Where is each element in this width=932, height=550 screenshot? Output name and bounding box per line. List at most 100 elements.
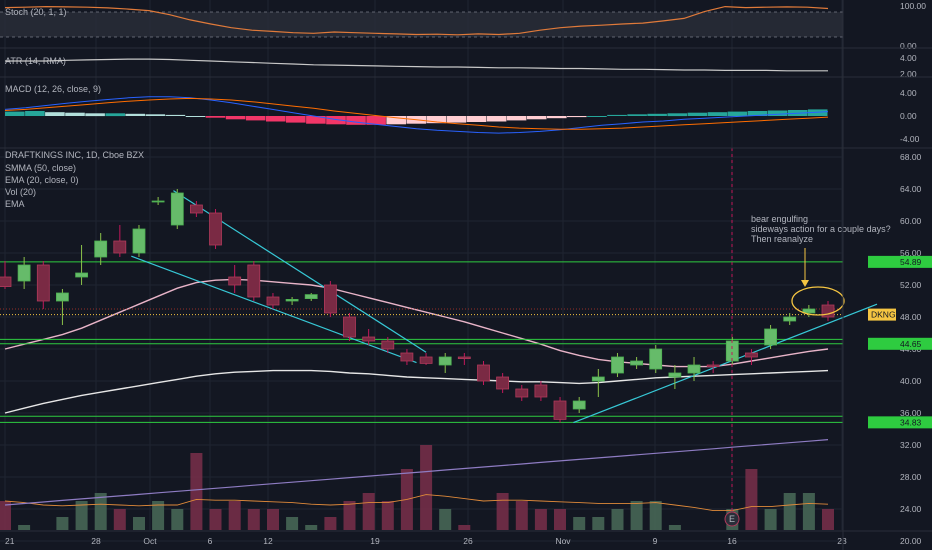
macd-signal-line [4,97,829,130]
volume-bar [286,517,299,530]
time-tick: 6 [208,536,213,546]
volume-bar [783,493,796,530]
stoch-band [0,12,843,37]
volume-bar [802,493,815,530]
price-tick: 32.00 [900,440,922,450]
candle-body [56,292,69,302]
macd-histogram-bar [466,116,487,122]
stoch-line [4,5,829,36]
candle-body [706,364,720,368]
time-tick: 9 [653,536,658,546]
chart-title: DRAFTKINGS INC, 1D, Cboe BZX [5,150,144,160]
candle-body [400,352,414,362]
volume-bar [764,509,777,530]
volume-bar [534,509,547,530]
macd-histogram-bar [587,116,607,117]
annotation-line-2: sideways action for a couple days? [751,224,891,234]
volume-bar [94,493,107,530]
volume-bar [745,469,758,530]
candle-body [362,336,376,342]
candle-body [132,228,146,254]
price-label-upper-bg [868,255,932,268]
macd-histogram-bar [45,112,65,116]
volume-bar [305,525,318,530]
time-tick: Oct [143,536,157,546]
candle-body [228,276,242,286]
time-tick: 19 [370,536,380,546]
macd-histogram-bar [85,113,105,117]
candle-body [687,364,701,374]
candle-body [477,364,490,382]
price-label-low: 34.83 [900,417,922,427]
macd-histogram-bar [667,113,687,117]
macd-histogram-bar [245,116,266,121]
stoch-label: Stoch (20, 1, 1) [5,7,67,17]
time-tick: 23 [837,536,847,546]
candle-body [285,298,299,302]
volume-bar [343,501,356,530]
price-label-upper: 54.89 [900,257,922,267]
macd-histogram-bar [506,116,527,121]
stoch-tick-100: 100.00 [900,1,926,11]
macd-histogram-bar [326,116,346,125]
candle-body [630,360,643,366]
price-tick: 36.00 [900,408,922,418]
price-tick: 60.00 [900,216,922,226]
volume-bar [133,517,145,530]
candle-body [591,376,605,382]
legend-vol: Vol (20) [5,187,36,197]
volume-bar [515,501,528,530]
highlight-ellipse [791,286,845,316]
candle-body [611,356,624,374]
macd-histogram-bar [25,111,45,116]
volume-bar [18,525,31,530]
candle-body [209,212,222,246]
time-tick: 28 [91,536,101,546]
candle-body [496,376,510,390]
volume-bar [611,509,624,530]
volume-bar [190,453,203,530]
volume-bar [649,501,662,530]
candle-body [36,264,50,302]
candle-body [247,264,261,298]
volume-bar [592,517,605,530]
stoch-pane: Stoch (20, 1, 1) [0,5,843,38]
macd-histogram-bar [486,116,507,122]
volume-bar [822,509,834,530]
candle-body [343,316,356,338]
macd-histogram-bar [446,116,467,123]
stoch-tick-0: 0.00 [900,41,917,51]
price-tick: 24.00 [900,504,922,514]
volume-bar [0,501,11,530]
time-tick: 12 [263,536,273,546]
macd-histogram-bar [747,111,768,116]
price-axis[interactable]: 100.00 0.00 4.00 2.00 4.00 0.00 -4.00 68.00 64.0… [868,1,932,546]
time-tick: Nov [555,536,571,546]
candle-body [113,240,127,254]
macd-histogram-bar [165,114,186,116]
volume-bar [171,509,184,530]
macd-histogram-bar [125,113,145,116]
macd-histogram-bar [306,116,326,124]
volume-bar [420,445,433,530]
symbol-tag: DKNG [871,310,896,320]
macd-line [4,96,829,134]
time-axis[interactable]: 21 28 Oct 6 12 19 26 Nov 9 16 23 [5,536,847,546]
annotation-arrow-head [801,280,809,287]
atr-line [5,58,828,72]
volume-bar [113,509,126,530]
macd-histogram-bar [205,116,226,118]
ema-long-line [4,439,829,506]
annotation-group: bear engulfing sideways action for a cou… [751,214,891,244]
trendline-rising [573,303,878,424]
candle-body [75,272,88,278]
atr-pane: ATR (14, RMA) [5,56,828,72]
price-label-low-bg [868,416,932,429]
volume-bar [554,509,566,530]
candle-body [381,340,395,350]
macd-histogram-bar [366,116,386,125]
candle-body [457,356,471,360]
candle-body [438,356,452,366]
candle-body [419,356,433,364]
